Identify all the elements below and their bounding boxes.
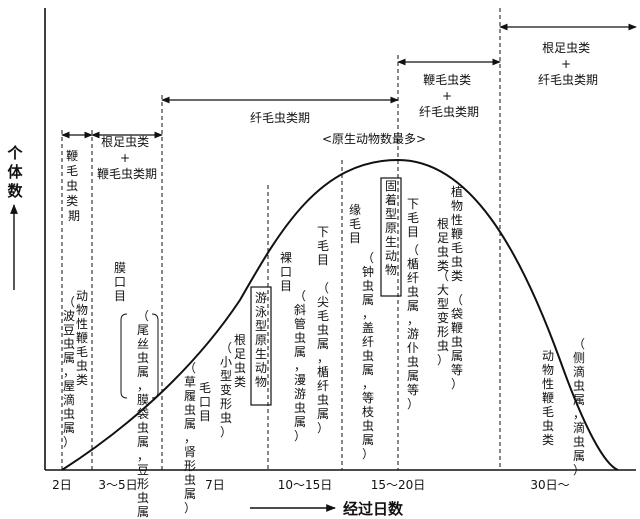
- peak-note: <原生动物数最多>: [322, 131, 426, 146]
- period-brackets: [61, 23, 637, 139]
- col-peritrichida: 缘毛目: [349, 203, 361, 245]
- col-zooflagellate-detail: （波豆虫属，屋滴虫属）: [63, 295, 75, 449]
- brace-left: [120, 313, 128, 399]
- col-sessile-protozoa: 固着型原生动物: [385, 179, 397, 277]
- x-ticks: 2日 3～5日 7日 10～15日 15～20日 30日～: [52, 478, 569, 492]
- stage-dividers: [61, 8, 501, 470]
- x-tick-label: 30日～: [530, 478, 569, 492]
- col-gymnostomatida: 裸口目: [280, 250, 292, 293]
- x-axis-label: 经过日数: [343, 500, 404, 518]
- col-hypotrichida-b: 下毛目: [407, 197, 419, 239]
- col-gymnostomatida-detail: （斜管虫属，漫游虫属）: [294, 289, 306, 443]
- col-hypotrichida-a: 下毛目: [317, 225, 329, 267]
- col-trichostomatida: 毛口目: [199, 381, 211, 423]
- y-axis-label: 个体数: [6, 144, 23, 200]
- period-label-flagellate: 鞭 毛 虫 类 期: [66, 149, 82, 223]
- col-trichostomatida-detail: （草履虫属，肾形虫属）: [184, 361, 196, 515]
- population-curve: [61, 158, 619, 471]
- x-tick-label: 3～5日: [98, 478, 137, 492]
- col-hymenostomata-detail: （尾丝虫属，膜袋虫属，豆形虫属）: [137, 309, 149, 519]
- col-swimming-protozoa: 游泳型原生动物: [255, 291, 267, 389]
- col-small-amoeba: 根足虫类: [234, 333, 246, 389]
- col-hymenostomata: 膜口目: [114, 261, 126, 303]
- period-label-ciliate: 纤毛虫类期: [250, 111, 310, 125]
- taxon-columns: 动物性鞭毛虫类（波豆虫属，屋滴虫属）膜口目（尾丝虫属，膜袋虫属，豆形虫属）毛口目…: [63, 179, 585, 519]
- box-swimming-protozoa: [250, 286, 272, 406]
- period-label-rhizopod-flagellate: 根足虫类 + 鞭毛虫类期: [97, 135, 157, 181]
- period-label-flagellate-ciliate: 鞭毛虫类 + 纤毛虫类期: [419, 73, 479, 119]
- x-tick-label: 2日: [52, 478, 72, 492]
- col-hypotrichida-b-detail: （楯纤虫属，游仆虫属等）: [407, 243, 419, 411]
- col-small-amoeba-detail: （小型变形虫）: [220, 341, 232, 439]
- x-tick-label: 7日: [205, 478, 225, 492]
- x-tick-label: 15～20日: [371, 478, 426, 492]
- brace-right: [151, 313, 159, 399]
- x-tick-label: 10～15日: [278, 478, 333, 492]
- box-sessile-protozoa: [380, 177, 402, 297]
- col-peritrichida-detail: （钟虫属，盖纤虫属，等枝虫属）: [362, 251, 374, 461]
- col-phytoflagellate: 植物性鞭毛虫类: [451, 184, 463, 283]
- col-large-amoeba: 根足虫类: [437, 217, 449, 273]
- col-late-genera: （侧滴虫属，滴虫属）: [573, 337, 585, 477]
- col-phytoflagellate-detail: （袋鞭虫属等）: [451, 293, 463, 391]
- col-large-amoeba-detail: （大型变形虫）: [437, 269, 449, 367]
- col-zooflagellate-late: 动物性鞭毛虫类: [542, 349, 554, 447]
- col-zooflagellate: 动物性鞭毛虫类: [76, 289, 88, 387]
- period-label-rhizopod-ciliate: 根足虫类 + 纤毛虫类期: [538, 41, 598, 87]
- label-boxes: [250, 177, 402, 406]
- col-hypotrichida-a-detail: （尖毛虫属，楯纤虫属）: [317, 281, 329, 435]
